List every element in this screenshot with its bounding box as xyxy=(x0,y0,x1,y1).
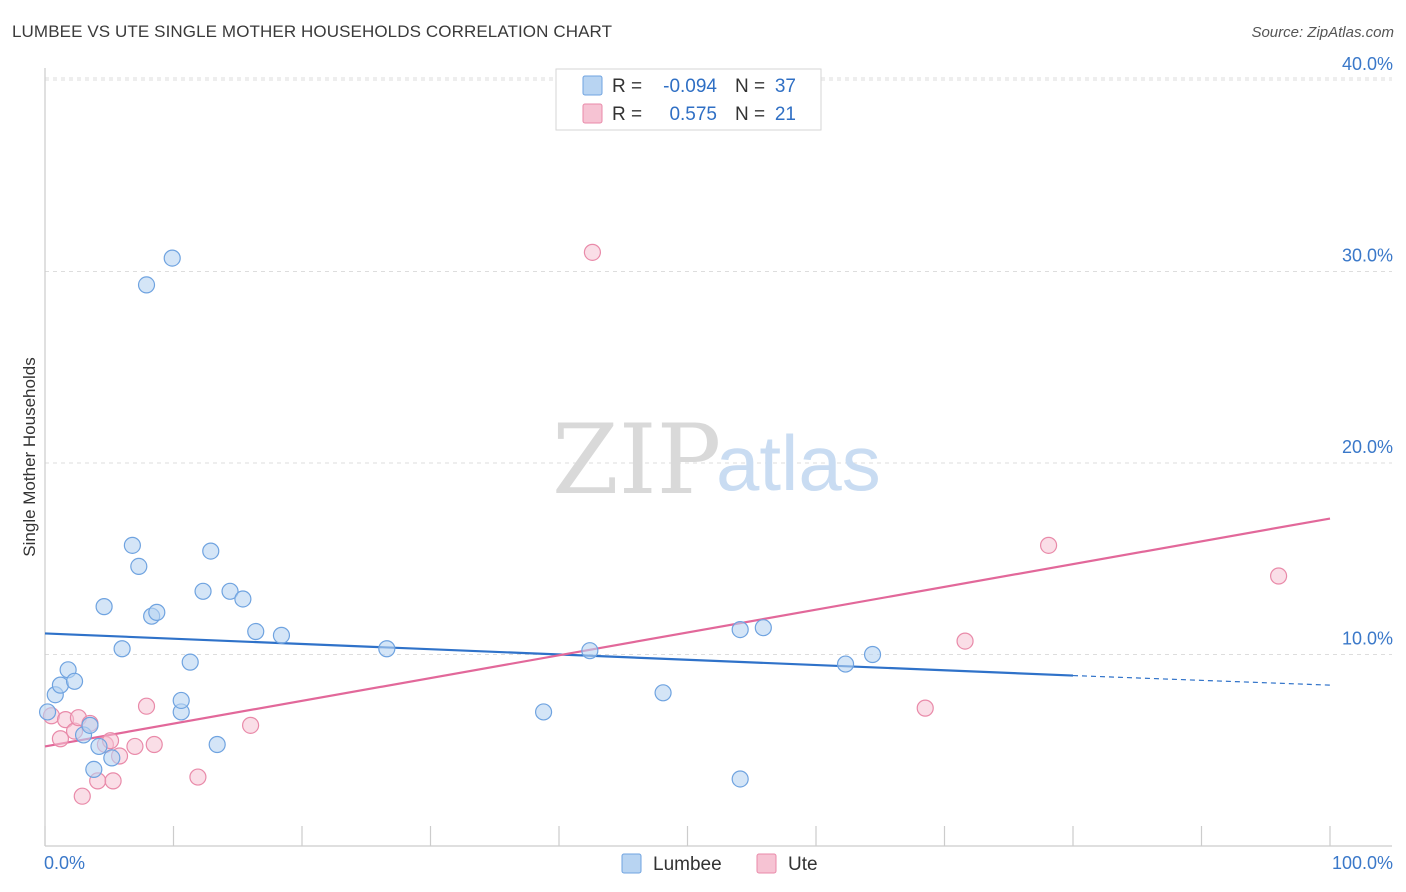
bottom-legend-swatch-lumbee xyxy=(621,853,642,874)
legend-n-value-lumbee: 37 xyxy=(775,76,796,97)
grid-layer xyxy=(45,77,1392,655)
point-lumbee-16 xyxy=(163,249,181,267)
point-lumbee-20 xyxy=(181,653,199,671)
legend-r-label-lumbee: R = xyxy=(612,76,642,97)
point-lumbee-6 xyxy=(81,716,99,734)
y-tick-label-20: 20.0% xyxy=(1342,437,1393,457)
point-lumbee-27 xyxy=(272,626,291,644)
point-lumbee-10 xyxy=(103,749,121,767)
legend-r-label-ute: R = xyxy=(612,104,642,125)
trendline-ute xyxy=(44,517,1331,748)
point-ute-15 xyxy=(189,768,207,786)
point-lumbee-34 xyxy=(731,770,749,788)
point-lumbee-19 xyxy=(172,691,190,710)
point-ute-18 xyxy=(916,699,934,717)
point-ute-5 xyxy=(73,787,91,805)
point-lumbee-21 xyxy=(194,582,212,600)
bottom-legend: Lumbee Ute xyxy=(621,853,818,875)
point-lumbee-25 xyxy=(234,590,252,608)
point-ute-16 xyxy=(242,716,260,734)
top-legend: R = -0.094 N = 37 R = 0.575 N = 21 xyxy=(555,68,822,131)
source-label: Source: ZipAtlas.com xyxy=(1251,24,1394,41)
y-axis-label: Single Mother Households xyxy=(20,357,39,556)
point-ute-13 xyxy=(137,697,156,715)
chart-title: LUMBEE VS UTE SINGLE MOTHER HOUSEHOLDS C… xyxy=(12,22,613,41)
x-tick-label-100: 100.0% xyxy=(1332,853,1393,873)
point-lumbee-15 xyxy=(148,603,166,621)
bottom-legend-label-ute: Ute xyxy=(788,854,818,875)
point-ute-14 xyxy=(145,735,163,754)
legend-r-value-ute: 0.575 xyxy=(669,104,717,125)
x-tick-label-0: 0.0% xyxy=(44,853,85,873)
legend-r-value-lumbee: -0.094 xyxy=(663,76,717,97)
point-ute-17 xyxy=(583,243,602,261)
point-lumbee-35 xyxy=(836,655,855,673)
point-lumbee-28 xyxy=(378,640,396,658)
point-lumbee-36 xyxy=(863,645,882,664)
y-tick-label-10: 10.0% xyxy=(1342,629,1393,649)
point-lumbee-24 xyxy=(221,582,239,600)
point-ute-21 xyxy=(1269,567,1288,585)
point-lumbee-33 xyxy=(754,619,772,637)
point-lumbee-26 xyxy=(247,622,265,641)
point-ute-1 xyxy=(51,730,70,748)
legend-swatch-lumbee xyxy=(582,75,603,96)
points-layer xyxy=(38,243,1288,805)
point-lumbee-22 xyxy=(202,542,220,560)
legend-n-value-ute: 21 xyxy=(775,104,796,125)
point-lumbee-11 xyxy=(113,640,131,658)
point-ute-12 xyxy=(126,737,144,756)
trendline-lumbee-extension xyxy=(1072,674,1331,686)
tick-label-layer: 10.0% 20.0% 30.0% 40.0% 0.0% 100.0% xyxy=(44,54,1393,873)
point-lumbee-2 xyxy=(51,676,70,694)
legend-n-label-lumbee: N = xyxy=(735,76,765,97)
point-lumbee-32 xyxy=(731,621,749,639)
point-lumbee-30 xyxy=(581,642,599,660)
point-lumbee-9 xyxy=(95,598,113,616)
point-ute-10 xyxy=(104,772,122,790)
point-lumbee-12 xyxy=(123,536,141,554)
point-lumbee-13 xyxy=(130,557,148,576)
watermark: ZIP atlas xyxy=(552,404,881,516)
bottom-legend-swatch-ute xyxy=(756,853,777,874)
y-tick-label-40: 40.0% xyxy=(1342,54,1393,74)
point-lumbee-7 xyxy=(85,760,103,779)
watermark-zip: ZIP xyxy=(552,404,721,516)
point-lumbee-17 xyxy=(137,276,156,294)
point-lumbee-8 xyxy=(90,737,108,756)
point-lumbee-29 xyxy=(534,703,553,721)
point-lumbee-31 xyxy=(654,684,672,702)
point-ute-19 xyxy=(956,632,974,650)
point-lumbee-0 xyxy=(38,703,57,721)
point-lumbee-4 xyxy=(65,672,84,690)
bottom-legend-label-lumbee: Lumbee xyxy=(653,854,722,875)
legend-n-label-ute: N = xyxy=(735,104,765,125)
point-ute-20 xyxy=(1039,536,1058,554)
point-lumbee-23 xyxy=(208,735,226,754)
legend-swatch-ute xyxy=(582,103,603,124)
y-tick-label-30: 30.0% xyxy=(1342,246,1393,266)
watermark-atlas: atlas xyxy=(716,419,881,507)
trend-layer xyxy=(44,517,1331,748)
